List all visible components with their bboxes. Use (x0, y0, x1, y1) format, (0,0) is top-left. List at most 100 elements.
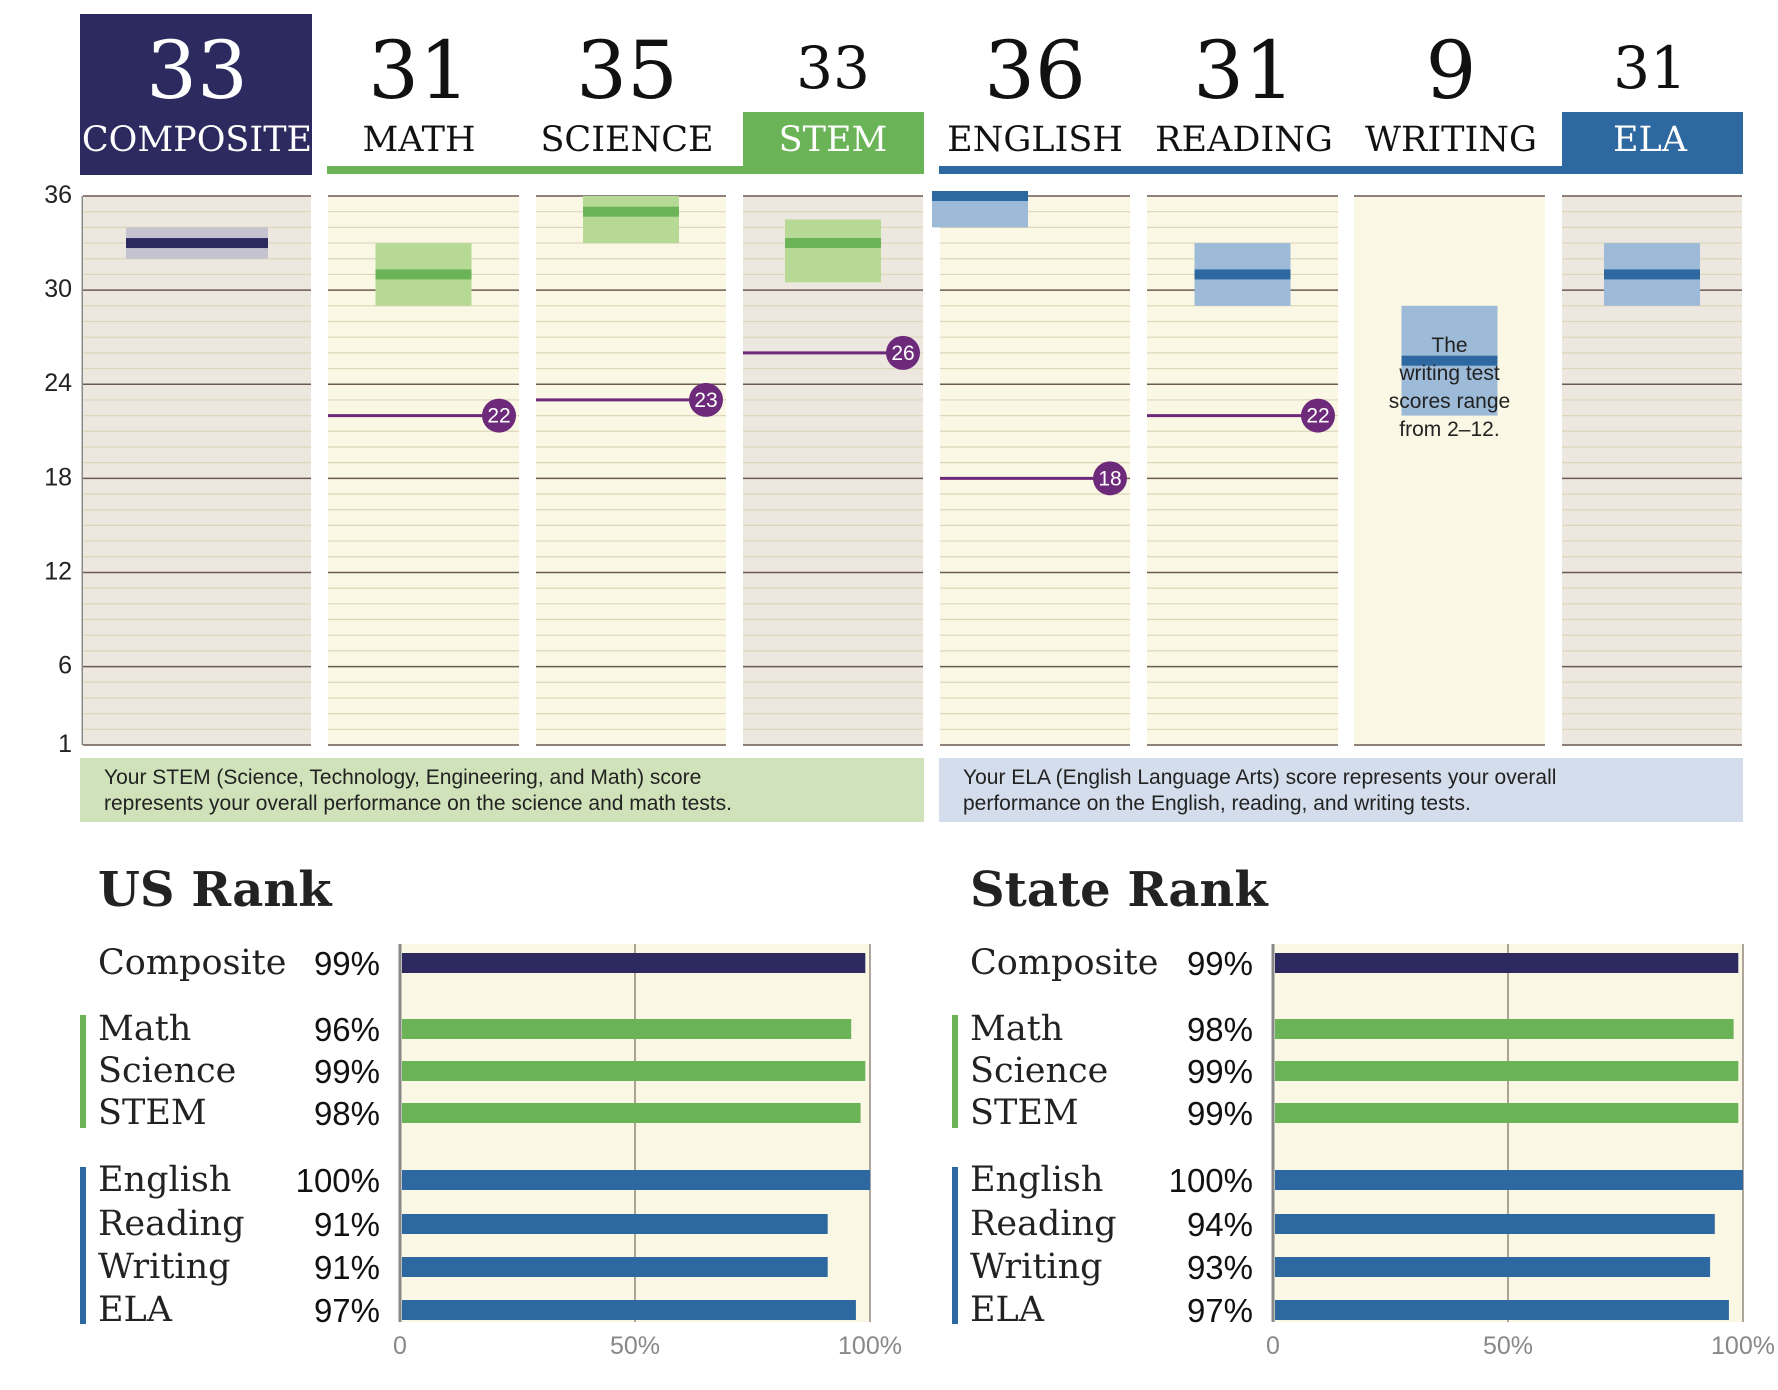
score-column-math: 22 (328, 195, 519, 746)
rank-bar (1275, 1019, 1734, 1039)
stem-group-bar (327, 166, 924, 174)
writing-note-line: scores range (1389, 390, 1510, 413)
ela-group-bar (939, 166, 1743, 174)
score-category-label: WRITING (1365, 120, 1537, 160)
score-mark (583, 206, 679, 217)
score-value: 33 (796, 34, 870, 102)
rank-x-tick: 100% (838, 1332, 902, 1360)
rank-title: US Rank (98, 862, 333, 918)
score-value: 35 (576, 24, 678, 117)
y-tick-label: 30 (44, 275, 72, 303)
rank-category-label: STEM (970, 1093, 1079, 1133)
benchmark-marker (886, 335, 920, 370)
stem-group-marker (952, 1015, 958, 1128)
rank-x-tick: 50% (1483, 1332, 1533, 1360)
score-category-label: MATH (362, 120, 475, 160)
benchmark-label: 23 (694, 389, 717, 412)
benchmark-label: 22 (1306, 405, 1329, 428)
score-value: 9 (1426, 24, 1477, 117)
score-value: 31 (368, 24, 470, 117)
rank-category-label: Writing (98, 1247, 231, 1287)
score-column-reading: 22 (1147, 195, 1338, 746)
rank-category-label: Math (970, 1009, 1063, 1049)
rank-bar (1275, 1061, 1739, 1081)
score-column-composite (83, 195, 311, 746)
rank-value-label: 91% (314, 1206, 380, 1243)
rank-bar (1275, 1103, 1739, 1123)
benchmark-marker (1093, 461, 1127, 496)
rank-bar (1275, 1214, 1715, 1234)
rank-category-label: Composite (98, 943, 286, 983)
rank-value-label: 99% (314, 1053, 380, 1090)
benchmark-marker (482, 398, 516, 433)
stem-group-marker (80, 1015, 86, 1128)
score-column-science: 23 (536, 195, 726, 746)
rank-bar (1275, 953, 1739, 973)
score-column-ela (1562, 195, 1742, 746)
benchmark-label: 22 (487, 405, 510, 428)
rank-bar (402, 1300, 856, 1320)
rank-category-label: STEM (98, 1093, 207, 1133)
score-panel (1354, 196, 1545, 745)
score-range-box (932, 196, 1028, 228)
score-mark (375, 269, 472, 280)
rank-value-label: 91% (314, 1249, 380, 1286)
ela-note-text: Your ELA (English Language Arts) score r… (963, 766, 1556, 789)
score-range-box (583, 196, 679, 244)
rank-value-label: 98% (1187, 1011, 1253, 1048)
rank-category-label: Writing (970, 1247, 1103, 1287)
rank-value-label: 96% (314, 1011, 380, 1048)
rank-value-label: 100% (296, 1162, 380, 1199)
score-category-label: COMPOSITE (82, 120, 312, 160)
stem-label-box (743, 112, 924, 174)
score-column-writing: The writing test scores range from 2–12. (1354, 195, 1545, 746)
score-value: 31 (1193, 24, 1295, 117)
score-value: 31 (1613, 34, 1687, 102)
benchmark-label: 18 (1098, 467, 1121, 490)
benchmark-marker (1301, 398, 1335, 433)
rank-title: State Rank (970, 862, 1269, 918)
score-mark (1604, 269, 1700, 280)
score-column-stem: 26 (743, 195, 923, 746)
rank-value-label: 98% (314, 1095, 380, 1132)
rank-value-label: 99% (1187, 1053, 1253, 1090)
rank-category-label: English (98, 1160, 231, 1200)
score-value: 36 (984, 24, 1086, 117)
score-mark (932, 191, 1028, 201)
ela-group-marker (952, 1167, 958, 1324)
rank-bar (402, 1214, 828, 1234)
rank-value-label: 94% (1187, 1206, 1253, 1243)
rank-bar (402, 1170, 870, 1190)
state-rank-chart: State Rank Composite 99% Math 98% Science 99% S… (952, 862, 1775, 1360)
rank-category-label: English (970, 1160, 1103, 1200)
rank-category-label: Reading (970, 1204, 1116, 1244)
rank-category-label: Science (970, 1051, 1108, 1091)
score-panel (743, 196, 923, 745)
score-mark (785, 238, 881, 249)
rank-bar (1275, 1170, 1743, 1190)
score-mark (1401, 355, 1498, 366)
stem-note-text: represents your overall performance on t… (104, 792, 732, 815)
y-tick-label: 1 (58, 730, 72, 758)
y-tick-label: 18 (44, 463, 72, 491)
y-tick-label: 24 (44, 369, 72, 397)
composite-header-box (80, 14, 312, 175)
rank-category-label: ELA (98, 1290, 173, 1330)
rank-value-label: 99% (1187, 945, 1253, 982)
writing-note-line: The (1431, 334, 1467, 357)
y-tick-label: 36 (44, 181, 72, 209)
ela-note-box (939, 758, 1743, 822)
rank-bar (402, 1019, 852, 1039)
score-category-label: STEM (779, 120, 888, 160)
rank-bar (402, 1061, 866, 1081)
ela-label-box (1562, 112, 1743, 174)
rank-x-tick: 50% (610, 1332, 660, 1360)
score-value: 33 (146, 24, 248, 117)
rank-value-label: 97% (1187, 1292, 1253, 1329)
benchmark-label: 26 (891, 342, 914, 365)
us-rank-chart: US Rank Composite 99% Math 96% Science 99% STEM… (80, 862, 902, 1360)
score-mark (126, 238, 268, 249)
score-panel (536, 196, 726, 745)
rank-bar (402, 953, 866, 973)
rank-x-tick: 0 (1266, 1332, 1280, 1360)
